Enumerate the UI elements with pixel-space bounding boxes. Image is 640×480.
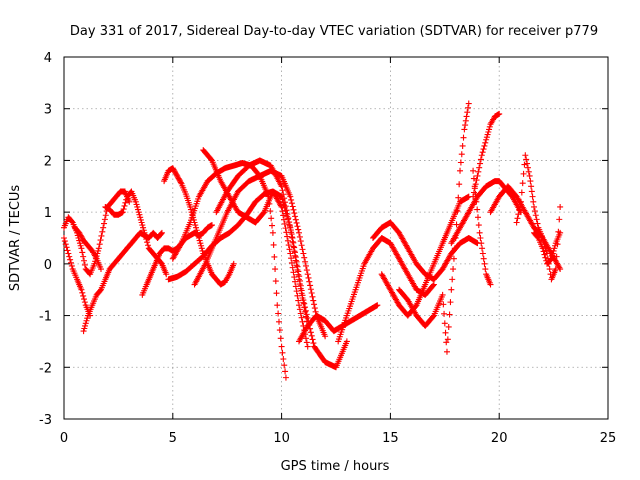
- series-arc-7: [161, 165, 237, 288]
- series-arc-22: [513, 152, 564, 283]
- y-tick-label: -1: [39, 310, 52, 325]
- series-arc-23: [531, 229, 564, 267]
- marker-plus: [61, 188, 133, 278]
- y-tick-label: 3: [44, 103, 52, 118]
- series-arc-3: [71, 224, 104, 273]
- marker-plus: [191, 167, 329, 340]
- marker-plus: [161, 165, 237, 288]
- marker-plus: [396, 100, 472, 355]
- y-tick-label: 2: [44, 154, 52, 169]
- series-arc-1: [61, 188, 133, 278]
- x-tick-label: 15: [382, 431, 399, 446]
- marker-plus: [378, 193, 472, 319]
- x-tick-label: 10: [273, 431, 290, 446]
- marker-plus: [213, 157, 350, 371]
- chart-title: Day 331 of 2017, Sidereal Day-to-day VTE…: [70, 24, 598, 39]
- series-arc-2: [61, 235, 94, 319]
- marker-plus: [102, 188, 170, 278]
- x-tick-label: 0: [60, 431, 68, 446]
- y-tick-label: -3: [39, 413, 52, 428]
- series-arc-5: [102, 188, 170, 278]
- series-arc-15: [369, 219, 481, 283]
- marker-plus: [61, 235, 94, 319]
- x-axis-ticks: 0 5 10 15 20 25: [60, 57, 616, 446]
- marker-plus: [531, 229, 564, 267]
- y-axis-ticks: -3 -2 -1 0 1 2 3 4: [39, 51, 608, 428]
- series-arc-19: [470, 110, 503, 200]
- x-tick-label: 5: [169, 431, 177, 446]
- y-tick-label: -2: [39, 361, 52, 376]
- marker-plus: [470, 167, 494, 288]
- series-arc-17: [396, 100, 472, 355]
- series-arc-10: [191, 167, 329, 340]
- y-tick-label: 0: [44, 258, 52, 273]
- marker-plus: [71, 224, 104, 273]
- x-axis-label: GPS time / hours: [281, 459, 390, 474]
- y-axis-label: SDTVAR / TECUs: [8, 185, 23, 292]
- y-tick-label: 4: [44, 51, 52, 66]
- marker-plus: [369, 219, 481, 283]
- x-tick-label: 25: [600, 431, 617, 446]
- series-arc-12: [213, 157, 350, 371]
- series-arc-4: [80, 229, 165, 335]
- marker-plus: [448, 178, 524, 247]
- marker-plus: [80, 229, 165, 335]
- series-arc-20: [470, 167, 494, 288]
- x-tick-label: 20: [491, 431, 508, 446]
- series-arc-18: [448, 178, 524, 247]
- data-markers: [61, 100, 564, 381]
- y-tick-label: 1: [44, 206, 52, 221]
- series-arc-16: [378, 193, 472, 319]
- marker-plus: [470, 110, 503, 200]
- marker-plus: [513, 152, 564, 283]
